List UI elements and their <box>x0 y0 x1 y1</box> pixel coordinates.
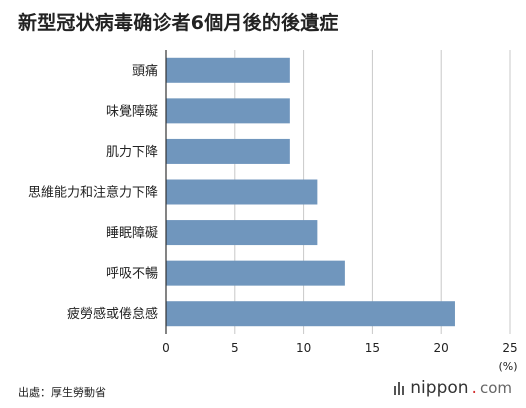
x-tick-label: 10 <box>296 341 311 355</box>
logo-tld: com <box>479 379 512 397</box>
bar <box>166 57 290 83</box>
x-tick-label: 25 <box>502 341 517 355</box>
x-tick-label: 20 <box>434 341 449 355</box>
logo-bars-icon <box>394 381 405 395</box>
category-label: 疲勞感或倦怠感 <box>67 306 158 322</box>
bar <box>166 301 455 327</box>
nippon-logo[interactable]: nippon. com <box>394 378 512 398</box>
bar <box>166 260 345 286</box>
bar <box>166 220 318 246</box>
x-tick-label: 0 <box>162 341 170 355</box>
x-tick-label: 5 <box>231 341 239 355</box>
bar <box>166 138 290 164</box>
category-label: 味覺障礙 <box>106 104 158 119</box>
logo-name: nippon <box>410 378 469 398</box>
category-label: 肌力下降 <box>106 145 158 160</box>
chart-title: 新型冠状病毒确诊者6個月後的後遺症 <box>18 12 339 34</box>
logo-dot: . <box>471 378 477 398</box>
category-label: 思維能力和注意力下降 <box>28 185 158 201</box>
bars <box>166 57 455 327</box>
x-tick-labels: 0 5 10 15 20 25 <box>162 341 517 355</box>
x-tick-label: 15 <box>365 341 380 355</box>
source-note: 出處：厚生勞動省 <box>18 386 106 399</box>
category-label: 呼吸不暢 <box>106 266 158 282</box>
category-label: 頭痛 <box>132 63 158 79</box>
x-axis-unit: (%) <box>498 360 517 373</box>
bar <box>166 179 318 205</box>
category-label: 睡眠障礙 <box>106 226 158 241</box>
bar <box>166 98 290 124</box>
